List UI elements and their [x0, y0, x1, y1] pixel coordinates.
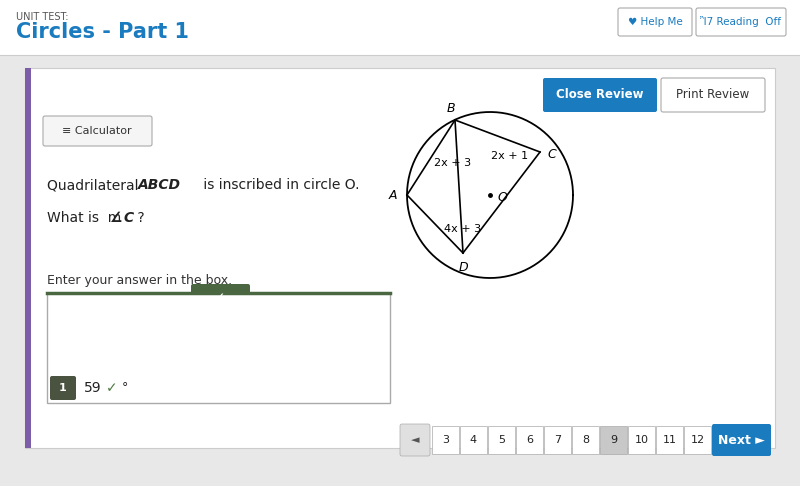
- Text: 10: 10: [634, 435, 649, 445]
- Text: ≡ Calculator: ≡ Calculator: [62, 126, 132, 136]
- FancyBboxPatch shape: [618, 8, 692, 36]
- FancyBboxPatch shape: [400, 424, 430, 456]
- Text: 9: 9: [610, 435, 617, 445]
- Text: Enter your answer in the box.: Enter your answer in the box.: [47, 274, 232, 287]
- Text: 4: 4: [470, 435, 477, 445]
- Text: ✓: ✓: [106, 381, 118, 395]
- FancyBboxPatch shape: [25, 68, 31, 448]
- FancyBboxPatch shape: [488, 426, 515, 454]
- Text: O: O: [497, 191, 507, 204]
- Text: is inscribed in circle O.: is inscribed in circle O.: [199, 178, 359, 192]
- FancyBboxPatch shape: [628, 426, 655, 454]
- Text: C: C: [123, 211, 133, 225]
- Text: 4x + 3: 4x + 3: [445, 224, 482, 234]
- FancyBboxPatch shape: [544, 426, 571, 454]
- FancyBboxPatch shape: [460, 426, 487, 454]
- Text: 12: 12: [690, 435, 705, 445]
- FancyBboxPatch shape: [50, 376, 76, 400]
- Text: 8: 8: [582, 435, 589, 445]
- Text: B: B: [446, 102, 455, 115]
- FancyBboxPatch shape: [43, 116, 152, 146]
- FancyBboxPatch shape: [516, 426, 543, 454]
- Text: ∠: ∠: [110, 211, 122, 225]
- Text: 1: 1: [59, 383, 67, 393]
- FancyBboxPatch shape: [656, 426, 683, 454]
- Text: ✓: ✓: [214, 291, 226, 305]
- FancyBboxPatch shape: [600, 426, 627, 454]
- Text: 2x + 1: 2x + 1: [491, 151, 528, 161]
- Text: 7: 7: [554, 435, 561, 445]
- Text: 3: 3: [442, 435, 449, 445]
- FancyBboxPatch shape: [25, 68, 775, 448]
- Text: 2x + 3: 2x + 3: [434, 157, 471, 168]
- FancyBboxPatch shape: [661, 78, 765, 112]
- FancyBboxPatch shape: [543, 78, 657, 112]
- Text: C: C: [548, 147, 556, 160]
- Text: Quadrilateral: Quadrilateral: [47, 178, 143, 192]
- Text: Circles - Part 1: Circles - Part 1: [16, 22, 189, 42]
- Text: Print Review: Print Review: [676, 88, 750, 102]
- Text: ?: ?: [133, 211, 145, 225]
- Text: ♥ Help Me: ♥ Help Me: [628, 17, 682, 27]
- FancyBboxPatch shape: [47, 293, 390, 403]
- Text: 11: 11: [662, 435, 677, 445]
- Text: ◄: ◄: [410, 435, 419, 445]
- Text: 6: 6: [526, 435, 533, 445]
- FancyBboxPatch shape: [684, 426, 711, 454]
- FancyBboxPatch shape: [432, 426, 459, 454]
- Text: ABCD: ABCD: [138, 178, 181, 192]
- FancyBboxPatch shape: [0, 0, 800, 55]
- FancyBboxPatch shape: [696, 8, 786, 36]
- Text: Ἲ7 Reading  Off: Ἲ7 Reading Off: [701, 17, 782, 27]
- Text: UNIT TEST:: UNIT TEST:: [16, 12, 69, 22]
- FancyBboxPatch shape: [572, 426, 599, 454]
- Text: °: °: [122, 382, 128, 395]
- Text: 5: 5: [498, 435, 505, 445]
- Text: D: D: [458, 260, 468, 274]
- Text: A: A: [389, 189, 398, 202]
- FancyBboxPatch shape: [712, 424, 771, 456]
- FancyBboxPatch shape: [191, 284, 250, 312]
- FancyBboxPatch shape: [0, 55, 800, 486]
- Text: Close Review: Close Review: [556, 88, 644, 102]
- Text: 59: 59: [84, 381, 102, 395]
- Text: What is  m: What is m: [47, 211, 122, 225]
- Text: Next ►: Next ►: [718, 434, 765, 447]
